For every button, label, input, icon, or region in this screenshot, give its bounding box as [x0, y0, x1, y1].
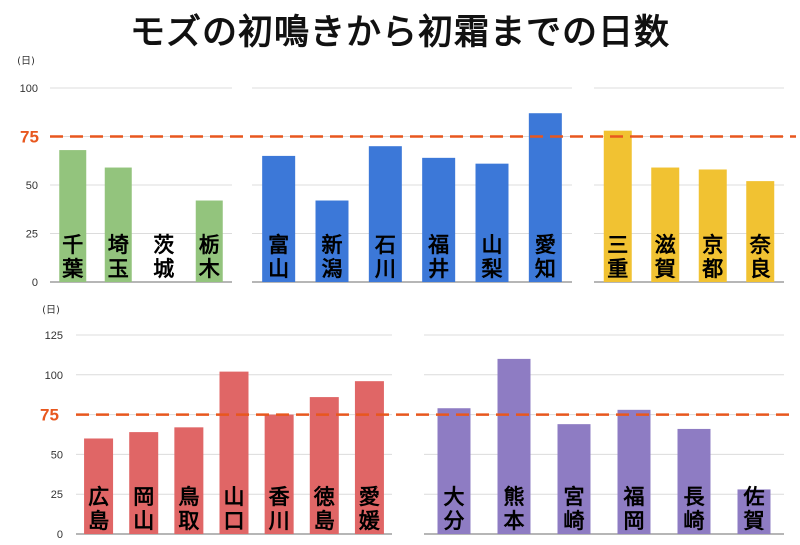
- bar: [219, 371, 249, 534]
- bar: [104, 167, 132, 282]
- category-label: 埼: [108, 233, 129, 257]
- category-label: 岡: [624, 509, 645, 533]
- category-label: 香: [269, 485, 291, 509]
- category-label: 潟: [322, 257, 343, 281]
- category-label: 茨: [153, 233, 174, 257]
- bar: [557, 424, 591, 534]
- category-label: 良: [750, 257, 771, 281]
- category-label: 山: [482, 233, 503, 257]
- category-label: 愛: [535, 233, 556, 257]
- category-label: 島: [88, 509, 109, 533]
- y-tick-label: 0: [32, 277, 38, 289]
- category-label: 分: [444, 509, 465, 533]
- category-label: 鳥: [178, 485, 199, 509]
- category-label: 栃: [199, 233, 220, 257]
- category-label: 崎: [684, 509, 705, 533]
- bar: [677, 428, 711, 534]
- category-label: 宮: [564, 485, 585, 509]
- bar: [315, 200, 349, 282]
- category-label: 取: [178, 509, 199, 533]
- bar: [59, 150, 87, 282]
- category-label: 山: [133, 509, 154, 533]
- category-label: 石: [374, 233, 396, 257]
- y-tick-label: 50: [51, 449, 63, 461]
- bar: [309, 397, 339, 534]
- category-label: 熊: [504, 485, 525, 509]
- bar: [528, 113, 562, 282]
- reference-line-label: 75: [20, 128, 39, 147]
- bar: [174, 427, 204, 534]
- bar: [262, 155, 296, 282]
- bar: [422, 157, 456, 282]
- category-label: 島: [314, 509, 335, 533]
- category-label: 佐: [743, 485, 765, 509]
- y-tick-label: 100: [20, 83, 38, 95]
- bar: [651, 167, 680, 282]
- category-label: 岡: [133, 485, 154, 509]
- category-label: 口: [224, 509, 245, 533]
- category-label: 福: [427, 233, 449, 257]
- bar: [264, 414, 294, 534]
- category-label: 富: [268, 233, 289, 257]
- bar: [195, 200, 223, 282]
- y-tick-label: 25: [26, 229, 38, 241]
- category-label: 木: [198, 257, 221, 281]
- bar: [368, 146, 402, 282]
- category-label: 玉: [108, 257, 129, 281]
- category-label: 崎: [564, 509, 585, 533]
- y-tick-label: 100: [45, 370, 63, 382]
- category-label: 葉: [61, 257, 84, 281]
- y-tick-label: 125: [45, 330, 63, 342]
- category-label: 徳: [313, 485, 335, 509]
- y-tick-label: 25: [51, 489, 63, 501]
- category-label: 三: [607, 233, 628, 257]
- category-label: 山: [268, 257, 289, 281]
- bar: [746, 181, 775, 282]
- category-label: 福: [623, 485, 645, 509]
- category-label: 都: [701, 257, 723, 281]
- y-axis-unit-label: (日): [42, 305, 60, 316]
- bar: [617, 409, 651, 534]
- bar: [737, 489, 771, 534]
- category-label: 川: [374, 257, 396, 281]
- y-tick-label: 50: [26, 180, 38, 192]
- bar: [698, 169, 727, 282]
- bar: [497, 358, 531, 534]
- category-label: 媛: [358, 509, 381, 533]
- y-axis-unit-label: (日): [17, 56, 35, 67]
- y-tick-label: 0: [57, 529, 63, 541]
- category-label: 新: [322, 233, 343, 257]
- category-label: 滋: [655, 233, 676, 257]
- category-label: 知: [535, 257, 556, 281]
- category-label: 賀: [654, 257, 676, 281]
- category-label: 川: [268, 509, 290, 533]
- category-label: 賀: [743, 509, 765, 533]
- bar: [437, 408, 471, 534]
- category-label: 梨: [482, 257, 503, 281]
- bar: [354, 381, 384, 534]
- category-label: 長: [684, 485, 706, 509]
- category-label: 城: [153, 257, 174, 281]
- category-label: 山: [224, 485, 245, 509]
- bar: [129, 432, 159, 534]
- category-label: 重: [607, 257, 628, 281]
- category-label: 千: [62, 233, 83, 257]
- chart-title: モズの初鳴きから初霜までの日数: [129, 13, 670, 53]
- category-label: 本: [504, 509, 525, 533]
- bar: [603, 130, 632, 282]
- reference-line-label: 75: [40, 406, 59, 425]
- bar: [84, 438, 114, 534]
- bar: [475, 163, 509, 282]
- category-label: 奈: [749, 233, 772, 257]
- category-label: 愛: [359, 485, 380, 509]
- category-label: 大: [444, 485, 465, 509]
- category-label: 京: [702, 233, 723, 257]
- category-label: 井: [428, 257, 449, 281]
- category-label: 広: [88, 485, 109, 509]
